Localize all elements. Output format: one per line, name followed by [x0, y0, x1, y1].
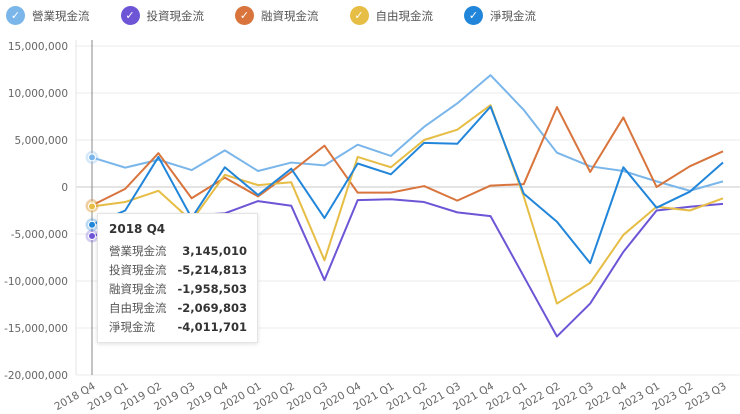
tooltip-row: 投資現金流 -5,214,813	[109, 261, 247, 280]
tooltip-value: -4,011,701	[177, 320, 247, 334]
legend-item[interactable]: ✓ 營業現金流	[6, 6, 90, 25]
tooltip-value: -2,069,803	[177, 301, 247, 315]
tooltip-value: -5,214,813	[177, 263, 247, 277]
legend-label: 自由現金流	[375, 8, 434, 23]
hover-point	[88, 153, 96, 162]
tooltip-row: 融資現金流 -1,958,503	[109, 280, 247, 299]
hover-point	[88, 202, 96, 211]
y-tick-label: -15,000,000	[4, 323, 68, 335]
tooltip: 2018 Q4 營業現金流 3,145,010 投資現金流 -5,214,813 融…	[97, 213, 258, 343]
legend-label: 營業現金流	[32, 8, 90, 23]
tooltip-title: 2018 Q4	[109, 222, 166, 236]
legend-label: 投資現金流	[146, 8, 205, 23]
tooltip-row: 營業現金流 3,145,010	[109, 242, 247, 261]
legend-label: 融資現金流	[261, 8, 319, 23]
check-icon: ✓	[235, 6, 254, 25]
tooltip-row: 自由現金流 -2,069,803	[109, 299, 247, 318]
legend: ✓ 營業現金流 ✓ 投資現金流 ✓ 融資現金流 ✓ 自由現金流 ✓ 淨現金流	[6, 6, 567, 25]
hover-point	[88, 220, 96, 229]
y-tick-label: -5,000,000	[11, 229, 68, 241]
series-line	[91, 105, 724, 265]
y-tick-label: -10,000,000	[4, 276, 68, 288]
y-tick-label: -20,000,000	[4, 370, 68, 382]
legend-item[interactable]: ✓ 投資現金流	[120, 6, 205, 25]
legend-item[interactable]: ✓ 淨現金流	[464, 6, 536, 25]
check-icon: ✓	[120, 6, 140, 25]
legend-item[interactable]: ✓ 融資現金流	[235, 6, 319, 25]
check-icon: ✓	[6, 6, 25, 25]
y-tick-label: 15,000,000	[8, 41, 68, 53]
y-tick-label: 0	[61, 182, 68, 194]
legend-item[interactable]: ✓ 自由現金流	[349, 6, 434, 25]
tooltip-value: -1,958,503	[177, 282, 247, 296]
tooltip-label: 融資現金流	[109, 282, 167, 296]
tooltip-label: 營業現金流	[109, 244, 167, 258]
y-tick-label: 10,000,000	[8, 88, 68, 100]
check-icon: ✓	[349, 6, 369, 25]
tooltip-label: 淨現金流	[109, 320, 155, 334]
series-line	[91, 74, 724, 192]
legend-label: 淨現金流	[490, 8, 536, 23]
hover-point	[88, 232, 96, 241]
tooltip-value: 3,145,010	[182, 244, 247, 258]
series-line	[91, 106, 724, 207]
tooltip-row: 淨現金流 -4,011,701	[109, 318, 247, 337]
y-tick-label: 5,000,000	[15, 135, 68, 147]
tooltip-label: 自由現金流	[109, 301, 167, 315]
tooltip-label: 投資現金流	[109, 263, 167, 277]
check-icon: ✓	[464, 6, 483, 25]
